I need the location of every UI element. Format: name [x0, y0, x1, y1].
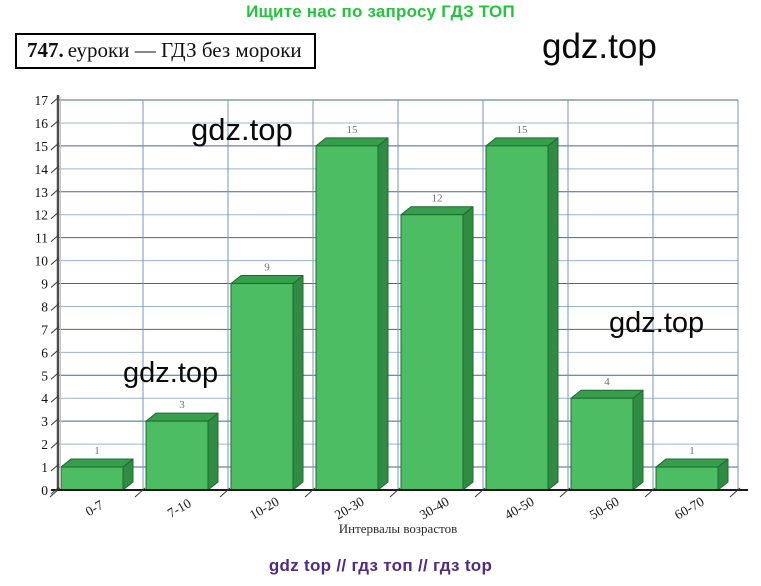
- x-category-label: 7-10: [165, 495, 194, 520]
- y-tick-label: 4: [41, 391, 48, 406]
- x-tick: [729, 487, 741, 498]
- x-category-label: 0-7: [83, 497, 106, 519]
- bar-value-label: 1: [689, 445, 695, 457]
- y-tick: [50, 165, 60, 174]
- bar-side-face: [547, 137, 559, 491]
- y-tick: [50, 96, 60, 105]
- bar: [60, 466, 124, 491]
- bar-top-face: [655, 458, 729, 468]
- task-number: 747.: [27, 38, 64, 62]
- bar: [230, 283, 294, 491]
- y-tick-label: 11: [35, 231, 48, 246]
- x-tick: [304, 487, 316, 498]
- bar-value-label: 15: [517, 124, 529, 136]
- y-tick-label: 8: [41, 299, 48, 314]
- y-tick-label: 5: [41, 368, 48, 383]
- bar: [400, 214, 464, 491]
- y-tick: [50, 486, 60, 495]
- bar-value-label: 9: [264, 262, 270, 274]
- bar-side-face: [462, 206, 474, 491]
- y-tick-label: 13: [35, 185, 49, 200]
- y-tick: [50, 440, 60, 449]
- y-tick-label: 10: [35, 254, 49, 269]
- bar-value-label: 3: [179, 399, 185, 411]
- bar: [315, 145, 379, 491]
- bar: [485, 145, 549, 491]
- x-category-label: 60-70: [672, 494, 707, 523]
- bar-top-face: [145, 412, 219, 422]
- y-tick: [50, 280, 60, 288]
- bar-top-face: [485, 137, 559, 147]
- y-tick: [50, 119, 60, 128]
- y-tick: [50, 188, 60, 197]
- y-tick: [50, 417, 60, 426]
- y-tick: [50, 348, 60, 357]
- bar-side-face: [207, 412, 219, 491]
- bar-value-label: 15: [347, 124, 359, 136]
- y-tick: [50, 371, 60, 380]
- y-tick-label: 17: [35, 93, 49, 108]
- bar-top-face: [60, 458, 134, 468]
- bar-value-label: 1: [94, 445, 100, 457]
- y-tick-label: 12: [35, 208, 49, 223]
- y-tick-label: 2: [41, 437, 48, 452]
- x-category-label: 50-60: [587, 494, 622, 523]
- x-axis-title: Интервалы возрастов: [339, 521, 458, 536]
- y-tick-label: 1: [41, 460, 48, 475]
- bar-value-label: 12: [432, 193, 443, 205]
- task-title: еуроки — ГДЗ без мороки: [67, 38, 302, 62]
- watermark-chart-upper: gdz.top: [191, 112, 293, 147]
- y-tick-label: 0: [41, 483, 48, 498]
- x-tick: [49, 487, 61, 498]
- watermark-top-right: gdz.top: [542, 27, 657, 66]
- watermark-chart-left: gdz.top: [123, 357, 219, 389]
- y-tick-label: 16: [35, 116, 49, 131]
- y-tick-label: 3: [41, 414, 48, 429]
- x-tick: [389, 487, 401, 498]
- y-tick-label: 6: [41, 345, 48, 360]
- x-tick: [219, 487, 231, 498]
- x-category-label: 20-30: [332, 494, 367, 523]
- x-tick: [134, 487, 146, 498]
- bar-top-face: [570, 389, 644, 399]
- watermark-chart-right: gdz.top: [609, 307, 705, 339]
- y-tick-label: 9: [41, 277, 48, 292]
- promo-banner: Ищите нас по запросу ГДЗ ТОП: [246, 2, 515, 21]
- bar: [145, 420, 209, 491]
- y-tick: [50, 463, 60, 472]
- x-category-label: 30-40: [417, 494, 452, 523]
- bar-top-face: [315, 137, 389, 147]
- footer-links: gdz top // гдз топ // гдз top: [268, 556, 493, 575]
- bar-top-face: [230, 275, 304, 285]
- bar-value-label: 4: [604, 376, 610, 388]
- y-tick-label: 15: [35, 139, 49, 154]
- y-tick: [50, 257, 60, 265]
- y-tick: [50, 142, 60, 151]
- y-tick: [50, 303, 60, 311]
- x-tick: [559, 487, 571, 498]
- bar-side-face: [377, 137, 389, 491]
- x-category-label: 10-20: [247, 494, 282, 523]
- y-tick-label: 7: [41, 322, 48, 337]
- bar: [655, 466, 719, 491]
- x-tick: [474, 487, 486, 498]
- y-tick: [50, 326, 60, 334]
- bar-side-face: [632, 389, 644, 491]
- y-tick: [50, 211, 60, 220]
- x-category-label: 40-50: [502, 494, 537, 523]
- bar-top-face: [400, 206, 474, 216]
- x-tick: [644, 487, 656, 498]
- y-tick: [50, 394, 60, 403]
- bar: [570, 397, 634, 491]
- y-tick-label: 14: [35, 162, 49, 177]
- bar-side-face: [292, 275, 304, 491]
- y-tick: [50, 234, 60, 243]
- task-header-box: 747. еуроки — ГДЗ без мороки: [15, 33, 316, 69]
